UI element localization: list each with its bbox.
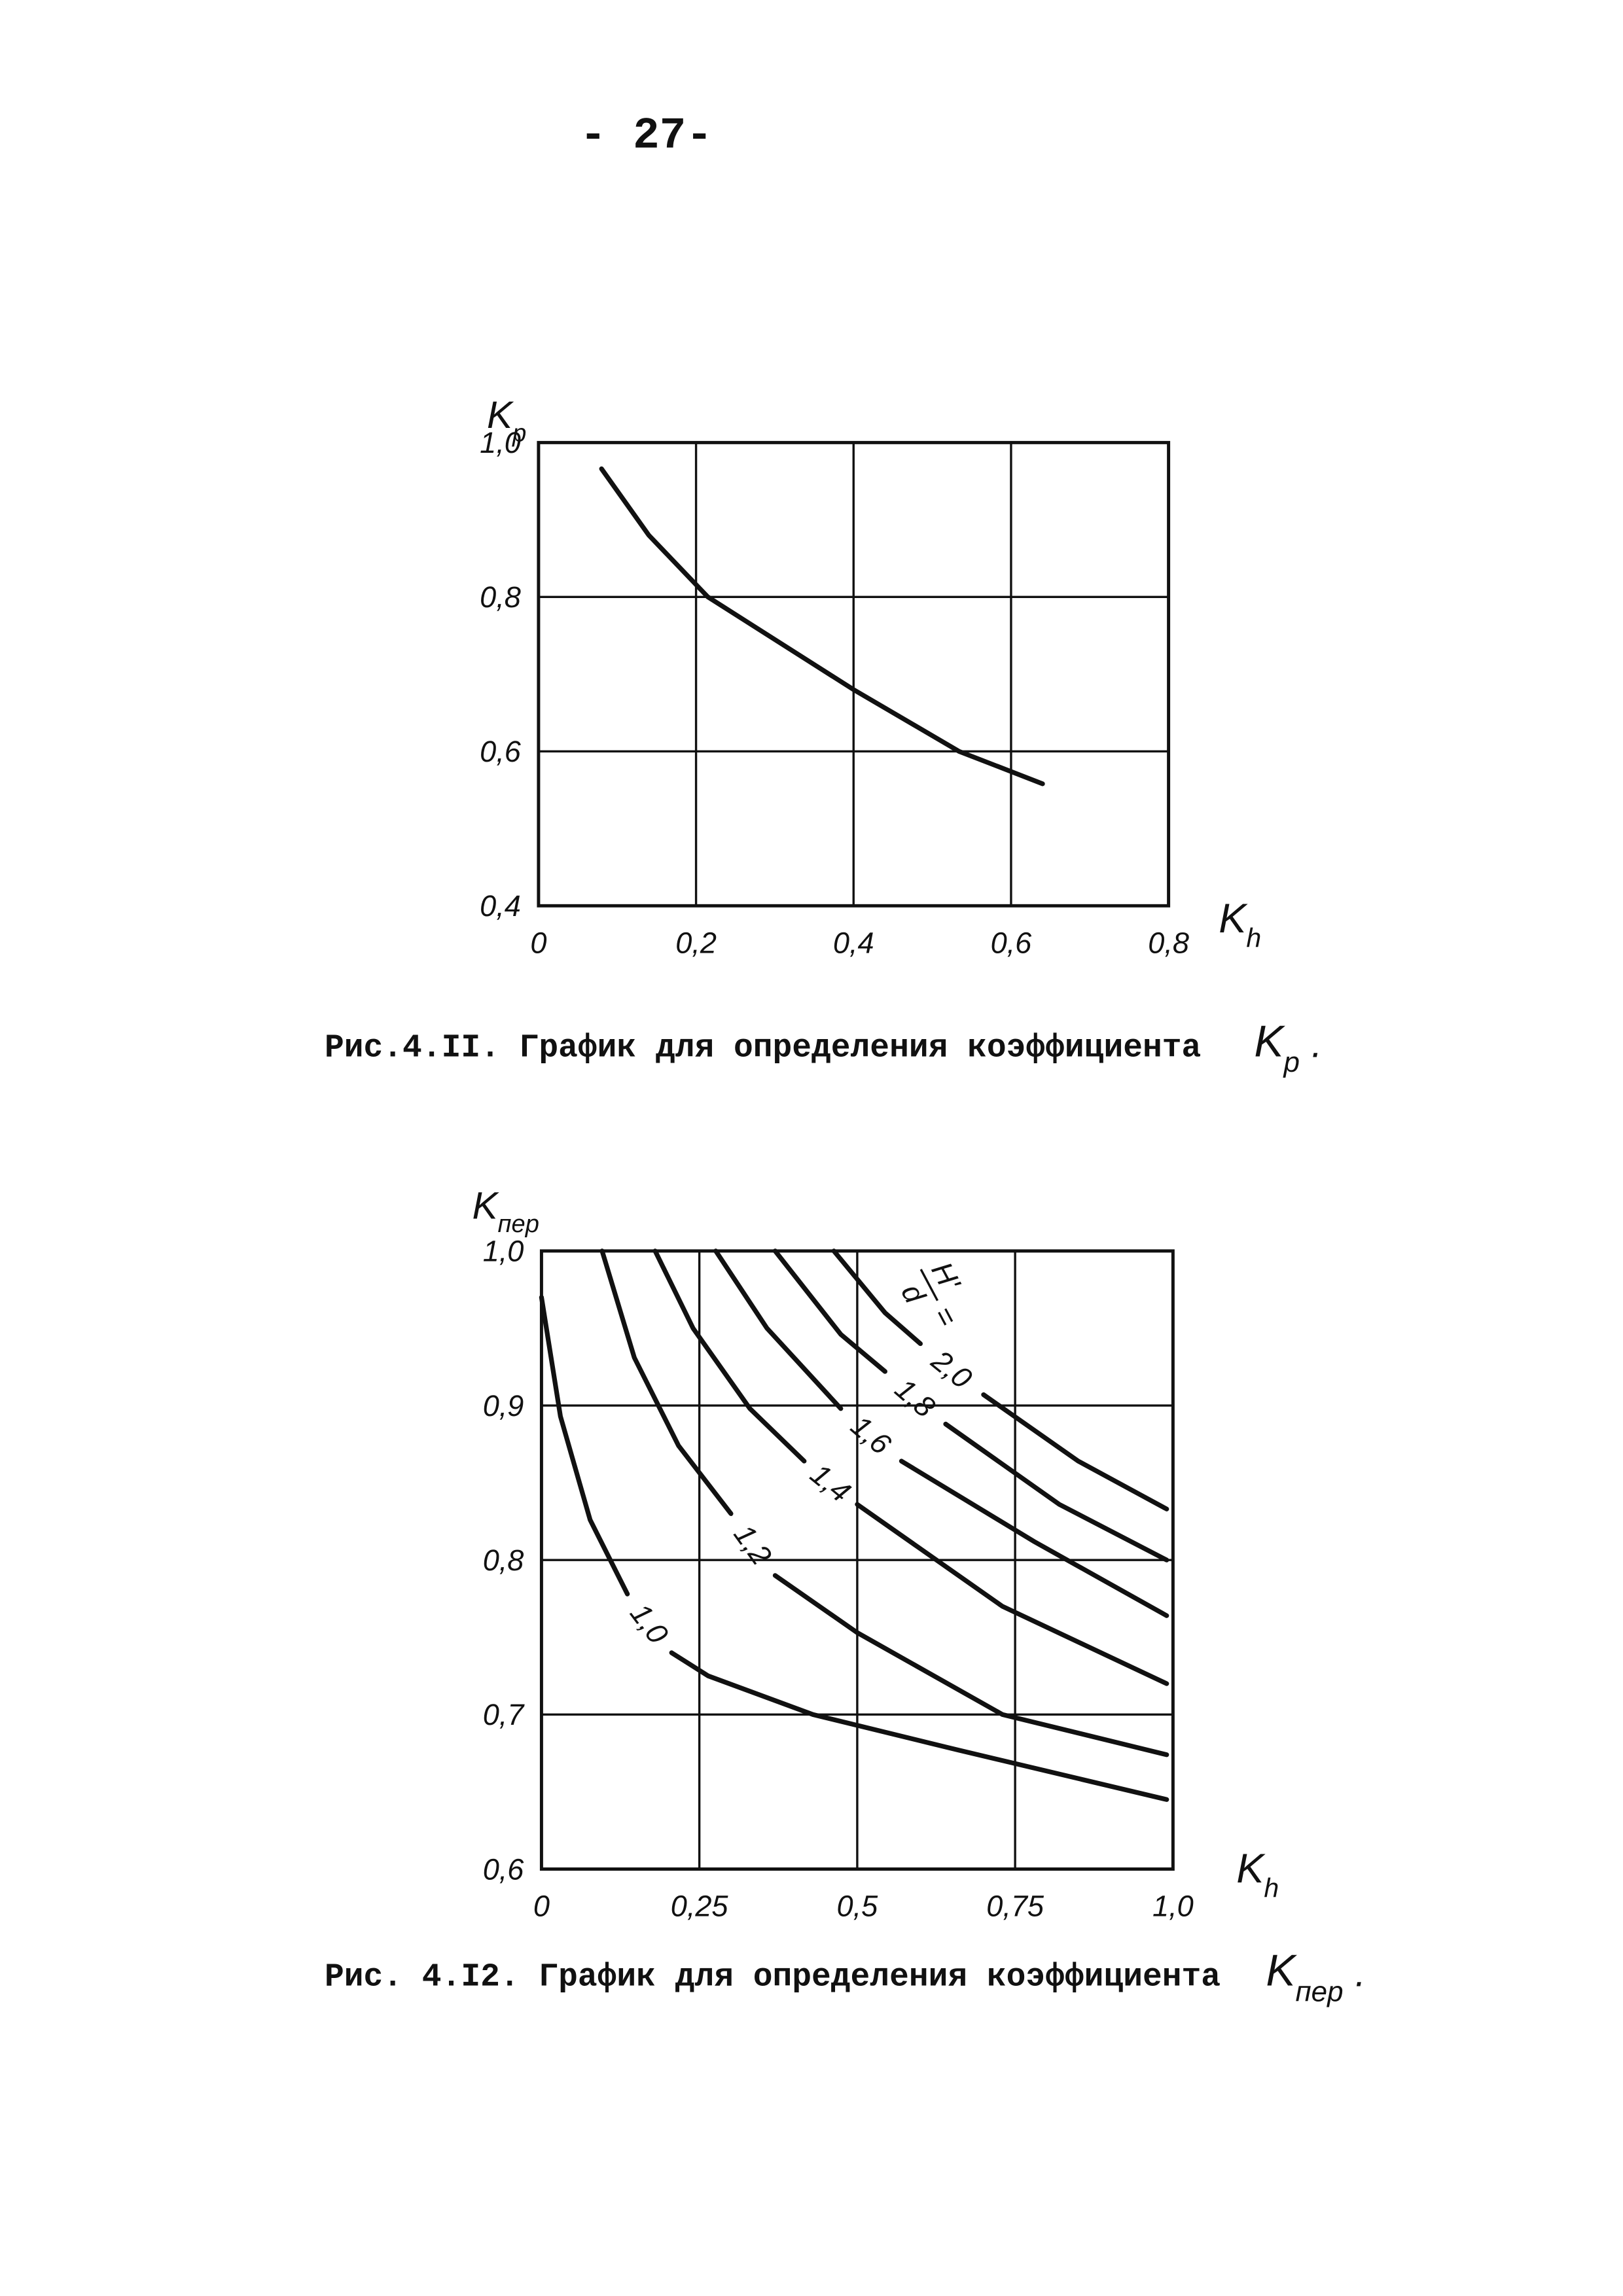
curve xyxy=(831,1248,1169,1511)
x-axis-label: Kh xyxy=(1219,896,1261,953)
curve xyxy=(772,1248,1169,1563)
curve xyxy=(599,466,1045,786)
y-axis-label-sub: p xyxy=(512,419,526,447)
x-tick-label: 0,2 xyxy=(675,926,717,959)
plot-frame xyxy=(539,1249,1175,1871)
caption-symbol-sub: p xyxy=(1282,1046,1299,1078)
x-tick-label: 1,0 xyxy=(1152,1890,1194,1923)
annotation-bar xyxy=(919,1269,939,1301)
y-tick-label: 0,4 xyxy=(480,889,521,923)
x-tick-label: 0 xyxy=(533,1890,550,1923)
x-tick-label: 0,6 xyxy=(991,926,1033,959)
y-tick-label: 0,6 xyxy=(480,735,522,768)
caption-symbol: Kp. xyxy=(1254,1017,1322,1078)
x-tick-label: 0,8 xyxy=(1148,926,1189,959)
curve-label: 1,0 xyxy=(624,1597,675,1650)
y-tick-label: 1,0 xyxy=(483,1235,524,1268)
x-axis-label-base: K xyxy=(1219,896,1248,942)
x-tick-label: 0,5 xyxy=(837,1890,879,1923)
curve xyxy=(539,1295,1169,1802)
y-axis-label: Kпер xyxy=(472,1184,539,1238)
curve xyxy=(713,1248,1169,1618)
x-axis-label: Kh xyxy=(1236,1846,1279,1903)
page-number: - 27- xyxy=(580,111,713,161)
caption-symbol-base: K xyxy=(1254,1017,1285,1066)
caption: Рис.4.II. График для определения коэффиц… xyxy=(325,1029,1201,1066)
x-axis-label-base: K xyxy=(1236,1846,1266,1892)
curve-label: 2,0 xyxy=(925,1343,978,1396)
caption-symbol: Kпер. xyxy=(1266,1947,1366,2008)
y-tick-label: 1,0 xyxy=(480,426,521,459)
caption-end: . xyxy=(1355,1952,1366,1995)
y-tick-label: 0,9 xyxy=(483,1389,524,1422)
x-tick-label: 0,25 xyxy=(671,1890,729,1923)
y-axis-label-sub: пер xyxy=(498,1210,539,1238)
x-tick-label: 0,4 xyxy=(833,926,874,959)
y-axis-label: Kp xyxy=(487,394,526,448)
caption-symbol-base: K xyxy=(1266,1947,1297,1996)
annotation-sign: = xyxy=(927,1301,964,1332)
x-axis-label-sub: h xyxy=(1264,1873,1279,1903)
caption-end: . xyxy=(1311,1023,1322,1065)
y-tick-label: 0,6 xyxy=(483,1852,525,1886)
curve-label: 1,4 xyxy=(804,1457,857,1509)
y-tick-label: 0,8 xyxy=(483,1544,524,1577)
y-axis-label-base: K xyxy=(472,1184,499,1227)
curve-label: 1,2 xyxy=(727,1518,778,1571)
annotation-denominator: d xyxy=(895,1279,933,1310)
x-tick-label: 0 xyxy=(530,926,546,959)
y-tick-label: 0,7 xyxy=(483,1698,526,1731)
caption: Рис. 4.I2. График для определения коэффи… xyxy=(325,1959,1221,1996)
curve xyxy=(652,1248,1169,1686)
caption-symbol-sub: пер xyxy=(1296,1975,1344,2007)
y-axis-label-base: K xyxy=(487,394,514,436)
curve-label: 1,6 xyxy=(845,1409,898,1461)
x-axis-label-sub: h xyxy=(1246,923,1261,953)
curve xyxy=(599,1248,1169,1757)
curve-label: 1,8 xyxy=(889,1372,942,1424)
x-tick-label: 0,75 xyxy=(986,1890,1044,1923)
plot-frame xyxy=(537,440,1171,908)
y-tick-label: 0,8 xyxy=(480,580,521,614)
